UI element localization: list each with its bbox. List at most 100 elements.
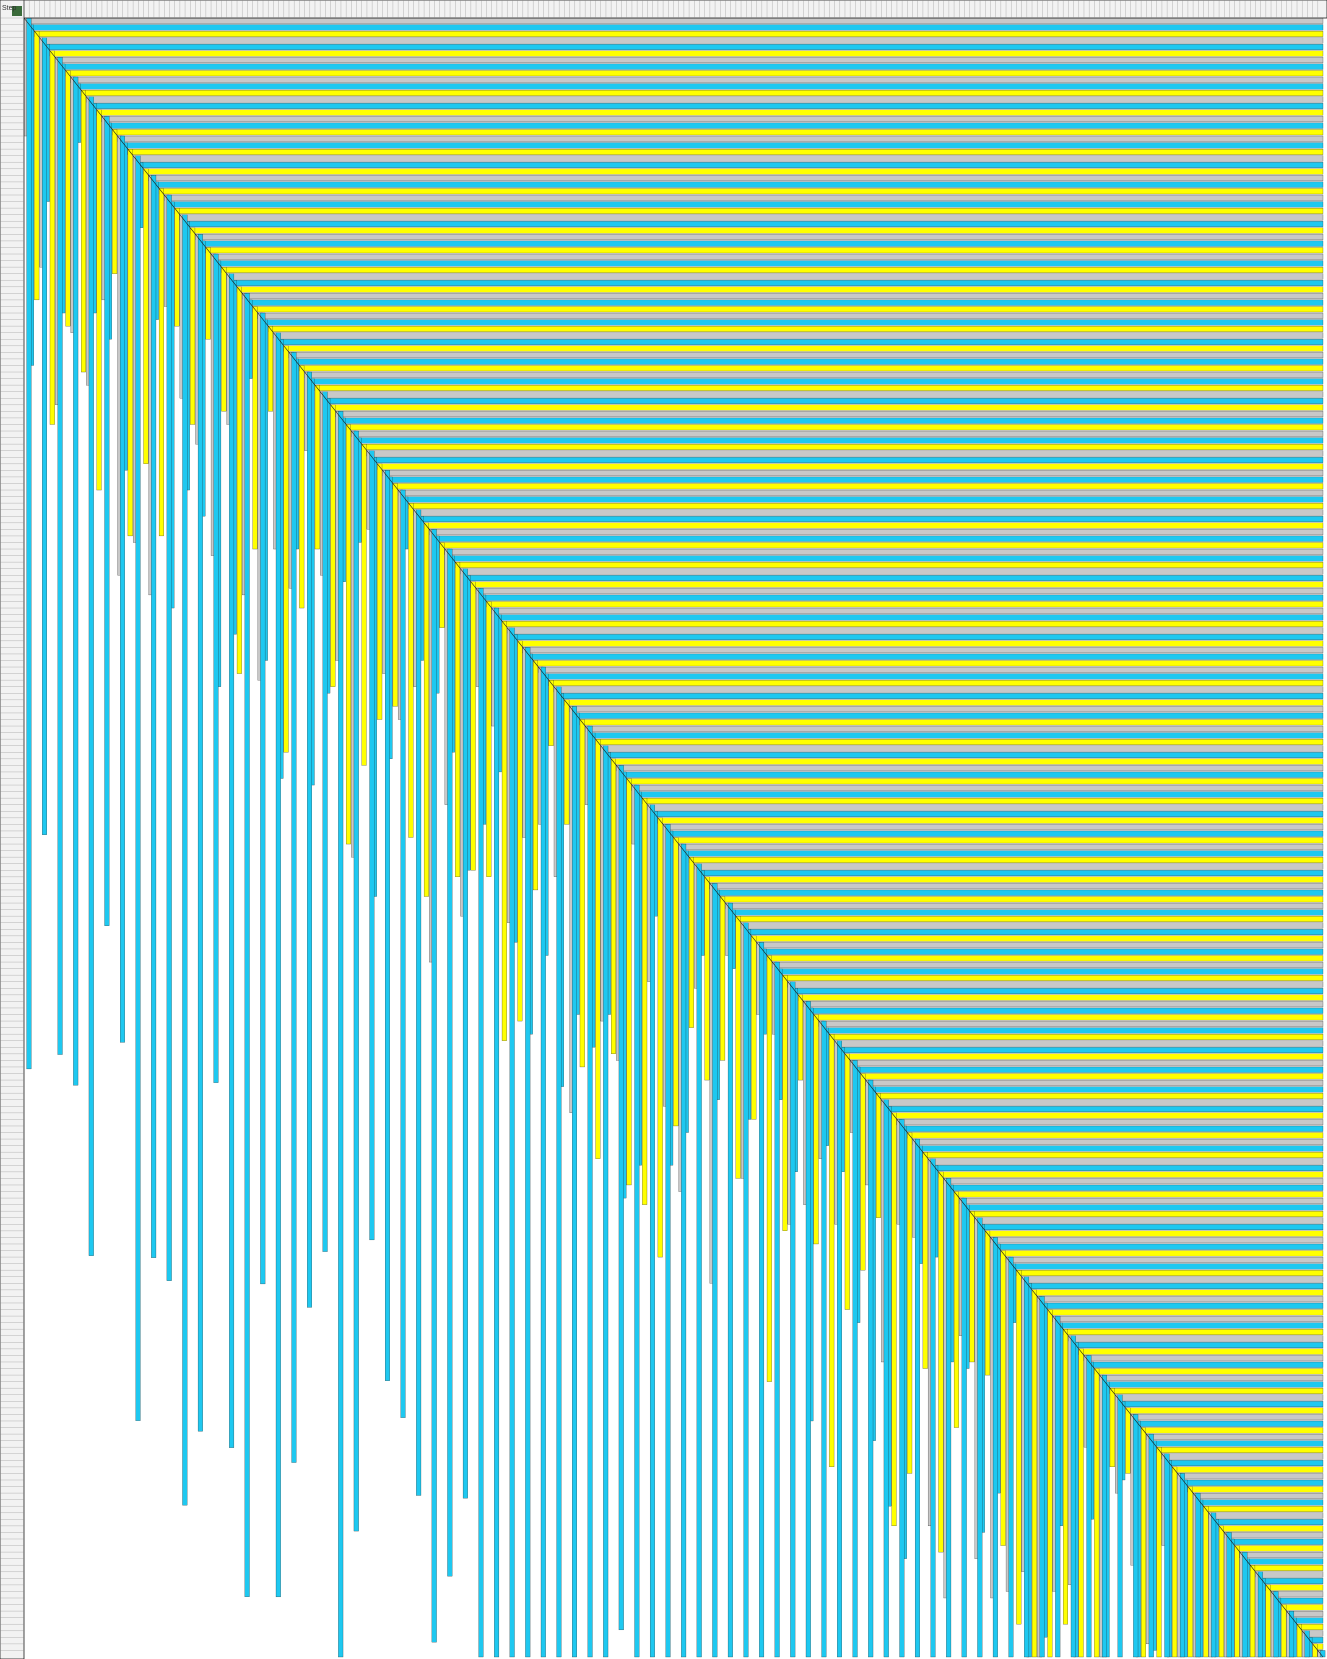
step-bar	[1130, 1414, 1324, 1421]
step-bar	[657, 817, 1324, 824]
step-bar	[1120, 1401, 1324, 1408]
step-drop	[564, 699, 570, 825]
step-bar	[881, 1099, 1324, 1106]
long-drop	[182, 214, 188, 1506]
step-bar	[1000, 1250, 1324, 1257]
step-bar	[75, 83, 1324, 90]
step-bar	[122, 142, 1324, 149]
step-bar	[714, 889, 1324, 896]
step-bar	[938, 1171, 1324, 1178]
step-drop	[439, 542, 445, 628]
step-drop	[501, 621, 507, 1041]
step-bar	[138, 162, 1324, 168]
step-bar	[704, 876, 1324, 883]
step-bar	[969, 1211, 1324, 1217]
step-bar	[522, 647, 1324, 654]
step-bar	[756, 942, 1324, 949]
step-bar	[413, 509, 1324, 516]
step-bar	[740, 922, 1324, 929]
step-drop	[642, 798, 648, 1205]
step-bar	[1151, 1440, 1324, 1447]
step-bar	[818, 1020, 1324, 1027]
long-drop	[1273, 1591, 1279, 1658]
step-bar	[403, 496, 1324, 503]
step-bar	[491, 607, 1324, 614]
step-bar	[1218, 1525, 1324, 1532]
step-bar	[1089, 1361, 1324, 1368]
step-bar	[964, 1204, 1324, 1211]
step-bar	[184, 221, 1324, 227]
step-drop	[1218, 1525, 1224, 1658]
step-drop	[65, 70, 71, 327]
long-drop	[260, 312, 266, 1285]
step-bar	[179, 214, 1324, 221]
step-bar	[169, 201, 1324, 208]
step-bar	[1099, 1374, 1324, 1381]
step-drop	[268, 326, 274, 412]
step-bar	[642, 798, 1324, 804]
step-bar	[829, 1034, 1324, 1040]
step-bar	[839, 1047, 1324, 1053]
step-bar	[320, 391, 1324, 398]
step-bar	[408, 503, 1324, 509]
step-bar	[1047, 1309, 1324, 1316]
step-bar	[96, 109, 1324, 116]
long-drop	[634, 784, 640, 1658]
step-drop	[377, 463, 383, 720]
step-bar	[834, 1040, 1324, 1047]
long-drop	[1257, 1571, 1263, 1658]
step-bar	[538, 666, 1324, 673]
step-drop	[829, 1034, 835, 1468]
long-drop	[759, 942, 765, 1658]
step-drop	[408, 503, 414, 838]
step-drop	[361, 444, 367, 766]
step-bar	[813, 1014, 1324, 1021]
long-drop	[556, 686, 562, 1658]
step-bar	[91, 103, 1324, 109]
step-bar	[782, 975, 1324, 981]
step-drop	[112, 129, 118, 274]
long-drop	[572, 706, 577, 1658]
step-bar	[382, 470, 1324, 477]
step-bar	[751, 935, 1324, 942]
step-bar	[1270, 1591, 1324, 1598]
step-drop	[953, 1191, 959, 1428]
long-drop	[774, 961, 780, 1658]
long-drop	[509, 627, 515, 1658]
step-bar	[595, 739, 1324, 745]
step-drop	[704, 876, 710, 1081]
step-bar	[1063, 1329, 1324, 1335]
step-drop	[283, 345, 289, 753]
long-drop	[992, 1237, 998, 1658]
step-bar	[1031, 1289, 1324, 1296]
long-drop	[1211, 1512, 1217, 1658]
step-bar	[1192, 1492, 1324, 1499]
step-drop	[548, 680, 554, 746]
long-drop	[790, 981, 796, 1658]
long-drop	[447, 548, 453, 1577]
step-bar	[933, 1165, 1324, 1171]
step-bar	[761, 948, 1324, 955]
step-drop	[907, 1132, 913, 1474]
step-bar	[1177, 1473, 1324, 1480]
step-bar	[1073, 1342, 1324, 1349]
step-bar	[1052, 1315, 1324, 1322]
step-bar	[907, 1132, 1324, 1139]
step-bar	[309, 378, 1324, 385]
step-bar	[1011, 1263, 1324, 1270]
step-bar	[860, 1073, 1324, 1080]
step-bar	[460, 568, 1324, 575]
step-bar	[444, 548, 1324, 555]
step-bar	[439, 542, 1324, 549]
step-drop	[221, 267, 227, 412]
step-bar	[943, 1178, 1324, 1185]
long-drop	[1320, 1650, 1326, 1658]
step-drop	[1078, 1348, 1084, 1658]
step-drop	[1296, 1624, 1302, 1658]
step-bar	[164, 194, 1324, 201]
long-drop	[899, 1119, 905, 1658]
step-bar	[1208, 1512, 1324, 1519]
step-bar	[662, 824, 1324, 831]
step-bar	[678, 843, 1324, 850]
